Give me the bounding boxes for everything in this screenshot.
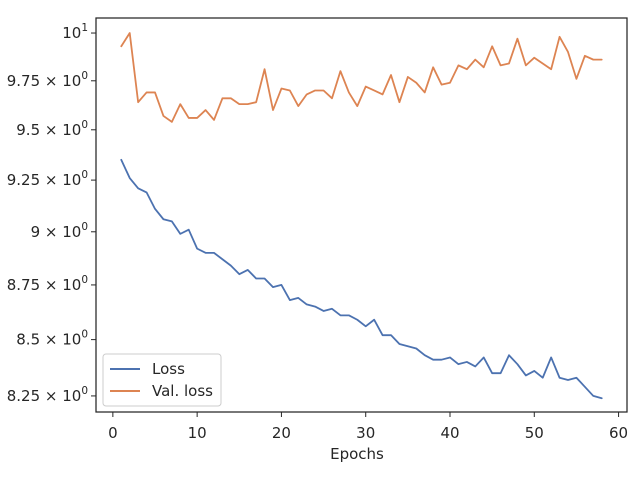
legend-box <box>102 353 222 407</box>
y-tick-label: 9.5 × 100 <box>16 119 88 139</box>
y-tick-label: 101 <box>62 22 88 42</box>
x-tick-label: 0 <box>108 424 118 442</box>
x-axis-ticks: 0 10 20 30 40 50 60 <box>108 412 628 442</box>
plot-frame <box>95 17 628 413</box>
y-tick-label: 9.75 × 100 <box>7 70 88 90</box>
y-tick-label: 9 × 100 <box>31 221 88 241</box>
x-tick-label: 40 <box>440 424 459 442</box>
series-line-val-loss <box>120 32 603 123</box>
legend: Loss Val. loss <box>102 353 222 407</box>
legend-label-loss: Loss <box>152 360 185 378</box>
x-tick-label: 20 <box>272 424 291 442</box>
y-tick-label: 8.75 × 100 <box>7 274 88 294</box>
x-tick-label: 10 <box>188 424 207 442</box>
series-line-loss <box>120 158 603 400</box>
y-tick-label: 9.25 × 100 <box>7 169 88 189</box>
x-tick-label: 60 <box>609 424 628 442</box>
series-lines <box>120 32 603 400</box>
legend-label-val-loss: Val. loss <box>152 382 213 400</box>
y-tick-label: 8.25 × 100 <box>7 385 88 405</box>
x-tick-label: 50 <box>525 424 544 442</box>
x-tick-label: 30 <box>356 424 375 442</box>
x-axis-title: Epochs <box>330 445 384 463</box>
y-tick-label: 8.5 × 100 <box>16 329 88 349</box>
y-axis-ticks: 8.25 × 100 8.5 × 100 8.75 × 100 9 × 100 9.25… <box>7 22 96 405</box>
